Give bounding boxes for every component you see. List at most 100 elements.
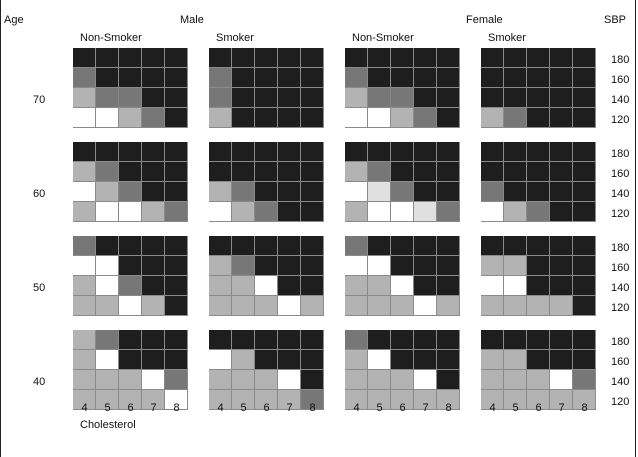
risk-cell (278, 142, 301, 162)
risk-cell (165, 350, 188, 370)
risk-cell (573, 256, 596, 276)
risk-cell (255, 182, 278, 202)
risk-cell (209, 68, 232, 88)
risk-cell (73, 88, 96, 108)
female-header: Female (466, 14, 503, 26)
age-label-60: 60 (33, 188, 46, 200)
risk-cell (414, 142, 437, 162)
risk-cell (414, 162, 437, 182)
risk-cell (414, 296, 437, 316)
risk-cell (414, 48, 437, 68)
risk-cell (391, 370, 414, 390)
risk-cell (437, 236, 460, 256)
risk-cell (437, 370, 460, 390)
risk-cell (142, 182, 165, 202)
risk-cell (278, 370, 301, 390)
risk-cell (391, 142, 414, 162)
risk-cell (209, 202, 232, 222)
risk-cell (573, 350, 596, 370)
risk-cell (573, 108, 596, 128)
risk-cell (414, 88, 437, 108)
risk-cell (391, 276, 414, 296)
risk-cell (301, 236, 324, 256)
cholesterol-axis-label: Cholesterol (80, 419, 136, 431)
risk-cell (504, 48, 527, 68)
risk-cell (481, 48, 504, 68)
risk-cell (573, 182, 596, 202)
risk-cell (73, 68, 96, 88)
risk-cell (437, 162, 460, 182)
risk-cell (73, 370, 96, 390)
risk-panel (73, 48, 193, 132)
risk-panel (209, 330, 329, 414)
risk-cell (255, 88, 278, 108)
risk-cell (278, 296, 301, 316)
risk-cell (550, 350, 573, 370)
risk-cell (278, 202, 301, 222)
risk-cell (165, 68, 188, 88)
risk-cell (550, 202, 573, 222)
risk-cell (209, 108, 232, 128)
risk-cell (368, 236, 391, 256)
risk-cell (278, 390, 301, 410)
risk-cell (550, 108, 573, 128)
cholesterol-tick: 6 (535, 402, 542, 414)
risk-cell (73, 256, 96, 276)
risk-cell (345, 330, 368, 350)
risk-cell (504, 236, 527, 256)
cholesterol-tick: 7 (150, 402, 157, 414)
risk-cell (345, 142, 368, 162)
risk-cell (368, 202, 391, 222)
risk-cell (345, 48, 368, 68)
risk-cell (119, 202, 142, 222)
risk-cell (414, 256, 437, 276)
risk-cell (73, 162, 96, 182)
risk-cell (550, 296, 573, 316)
risk-cell (504, 370, 527, 390)
risk-cell (527, 68, 550, 88)
risk-cell (119, 276, 142, 296)
risk-cell (527, 330, 550, 350)
risk-cell (119, 350, 142, 370)
risk-cell (368, 142, 391, 162)
risk-cell (573, 68, 596, 88)
risk-cell (278, 182, 301, 202)
risk-cell (437, 108, 460, 128)
risk-panel (481, 48, 601, 132)
risk-cell (278, 68, 301, 88)
risk-cell (96, 236, 119, 256)
risk-cell (165, 162, 188, 182)
risk-cell (165, 48, 188, 68)
risk-cell (119, 370, 142, 390)
risk-cell (232, 142, 255, 162)
risk-cell (573, 370, 596, 390)
risk-cell (278, 330, 301, 350)
risk-cell (573, 88, 596, 108)
risk-cell (504, 108, 527, 128)
sbp-label: 160 (611, 262, 630, 274)
risk-cell (96, 162, 119, 182)
risk-cell (73, 202, 96, 222)
cholesterol-tick: 7 (286, 402, 293, 414)
risk-cell (96, 276, 119, 296)
risk-cell (391, 88, 414, 108)
risk-cell (481, 108, 504, 128)
risk-cell (96, 350, 119, 370)
risk-panel (209, 236, 329, 320)
cholesterol-tick: 8 (309, 402, 316, 414)
risk-cell (96, 370, 119, 390)
risk-cell (142, 350, 165, 370)
risk-panel (73, 236, 193, 320)
risk-cell (573, 236, 596, 256)
cholesterol-tick: 8 (173, 402, 180, 414)
risk-cell (481, 276, 504, 296)
sbp-label: 120 (611, 396, 630, 408)
risk-cell (527, 48, 550, 68)
risk-cell (481, 182, 504, 202)
cholesterol-tick: 6 (127, 402, 134, 414)
risk-cell (504, 162, 527, 182)
risk-cell (504, 296, 527, 316)
risk-cell (550, 162, 573, 182)
risk-cell (165, 182, 188, 202)
risk-cell (527, 350, 550, 370)
